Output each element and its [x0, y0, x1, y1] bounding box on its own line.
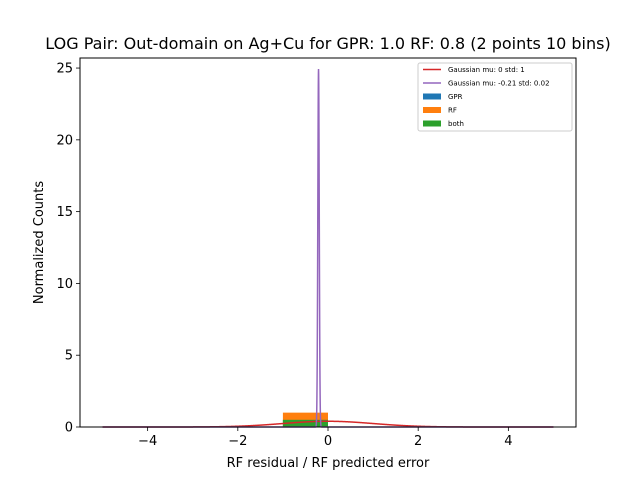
legend-label-rf: RF [448, 107, 457, 115]
x-axis-ticks: −4 −2 0 2 4 [138, 427, 513, 449]
y-tick-label: 10 [56, 277, 73, 292]
x-tick-label: 0 [324, 434, 332, 449]
x-axis-label: RF residual / RF predicted error [227, 456, 430, 471]
legend-label-gaussian-mu-0-std-1: Gaussian mu: 0 std: 1 [448, 66, 525, 74]
legend-items: Gaussian mu: 0 std: 1 Gaussian mu: -0.21 … [423, 66, 550, 128]
legend: Gaussian mu: 0 std: 1 Gaussian mu: -0.21 … [417, 62, 573, 132]
y-tick-label: 0 [65, 421, 73, 436]
y-axis-label: Normalized Counts [32, 181, 47, 304]
legend-swatch-rf [423, 107, 441, 113]
x-tick-label: 4 [504, 434, 512, 449]
legend-swatch-gpr [423, 93, 441, 100]
y-tick-label: 20 [56, 133, 73, 148]
legend-swatch-both [423, 120, 441, 127]
x-tick-label: −4 [138, 434, 157, 449]
y-axis-ticks: 0 5 10 15 20 25 [56, 62, 80, 436]
y-tick-label: 15 [56, 205, 73, 220]
bar-both [282, 419, 328, 427]
legend-box [417, 62, 573, 132]
x-tick-label: 2 [414, 434, 422, 449]
x-tick-label: −2 [228, 434, 247, 449]
legend-label-gpr: GPR [448, 93, 463, 101]
legend-label-gaussian-mu-0-21-std-0-02: Gaussian mu: -0.21 std: 0.02 [448, 80, 550, 88]
y-tick-label: 25 [56, 62, 73, 77]
y-tick-label: 5 [65, 349, 73, 364]
chart-title: LOG Pair: Out-domain on Ag+Cu for GPR: 1… [45, 34, 610, 53]
legend-label-both: both [448, 120, 464, 128]
